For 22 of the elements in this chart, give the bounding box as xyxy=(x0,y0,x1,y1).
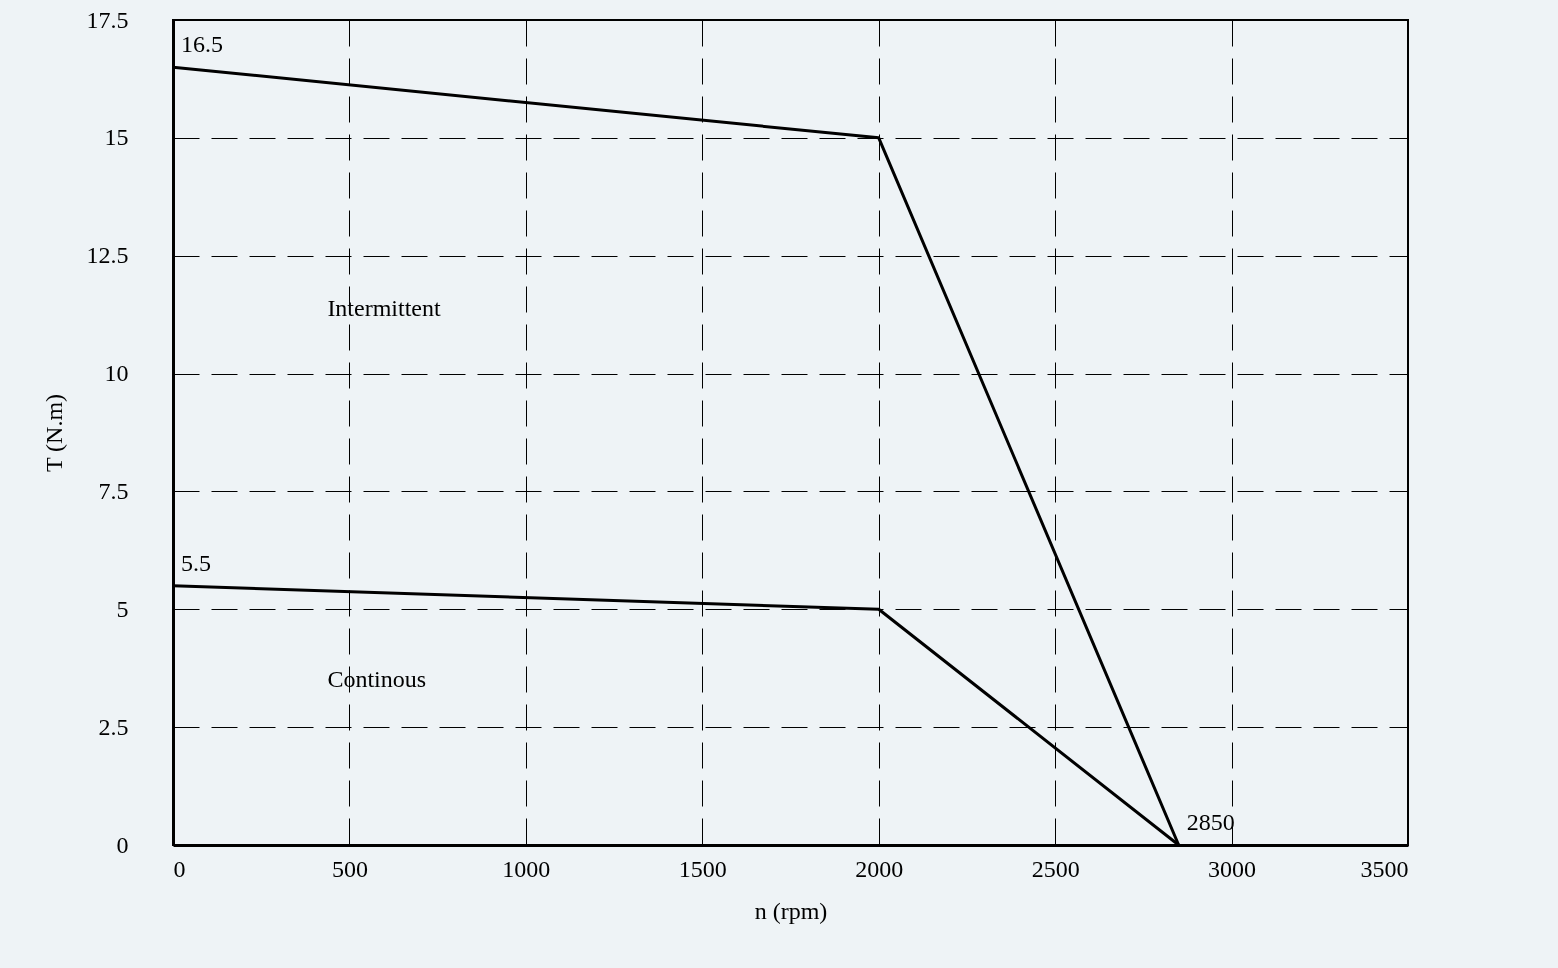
y-tick-label: 17.5 xyxy=(86,6,129,33)
annotation: 2850 xyxy=(1186,809,1235,835)
x-tick-label: 3500 xyxy=(1360,855,1409,882)
y-tick-label: 7.5 xyxy=(98,477,129,504)
x-tick-label: 2000 xyxy=(855,855,904,882)
x-tick-label: 1000 xyxy=(502,855,551,882)
annotation: Intermittent xyxy=(327,294,441,321)
y-tick-label: 0 xyxy=(116,831,129,858)
data-label: 16.5 xyxy=(181,31,223,58)
x-tick-label: 3000 xyxy=(1208,855,1257,882)
y-tick-label: 10 xyxy=(104,360,129,387)
y-tick-label: 2.5 xyxy=(98,713,129,740)
x-tick-label: 0 xyxy=(173,855,186,882)
x-tick-label: 500 xyxy=(331,855,368,882)
y-axis-title: T (N.m) xyxy=(40,393,67,473)
x-tick-label: 1500 xyxy=(678,855,727,882)
y-tick-label: 5 xyxy=(116,595,129,622)
y-tick-label: 15 xyxy=(104,124,129,151)
y-tick-label: 12.5 xyxy=(86,242,129,269)
x-axis-title: n (rpm) xyxy=(754,897,828,924)
x-tick-label: 2500 xyxy=(1031,855,1080,882)
data-label: 5.5 xyxy=(181,549,211,576)
